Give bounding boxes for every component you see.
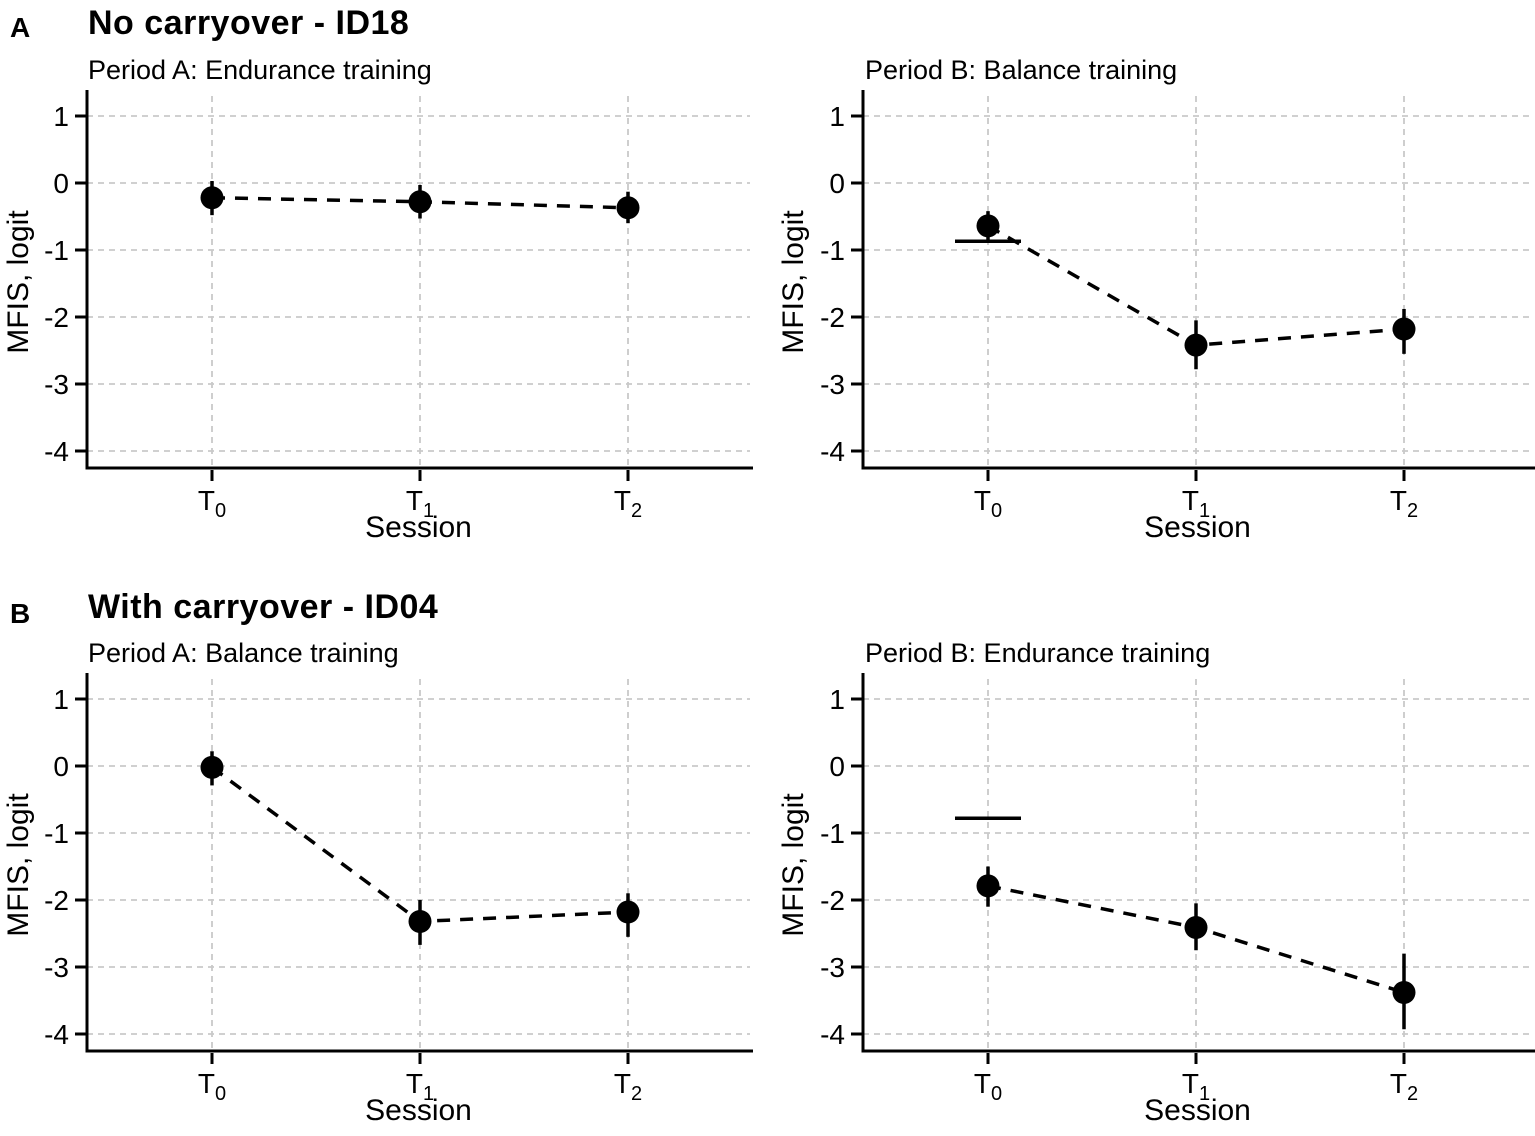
chart-subtitle-b-left: Period A: Balance training	[88, 638, 399, 668]
y-tick-label: -2	[44, 885, 69, 916]
panel-b-title: With carryover - ID04	[88, 588, 439, 626]
x-tick-label: T2	[1390, 485, 1418, 522]
y-tick-label: -1	[820, 818, 845, 849]
y-tick-label: -3	[820, 369, 845, 400]
data-point	[1184, 915, 1208, 939]
x-tick-label: T0	[198, 485, 226, 522]
x-tick-label: T0	[974, 1068, 1002, 1105]
y-tick-label: -3	[820, 952, 845, 983]
x-tick-label: T1	[406, 1068, 434, 1105]
y-tick-label: 0	[829, 168, 845, 199]
data-point	[408, 909, 432, 933]
x-tick-label: T2	[614, 485, 642, 522]
chart-subtitle-b-right: Period B: Endurance training	[865, 638, 1211, 668]
x-tick-label: T0	[974, 485, 1002, 522]
x-tick-label: T1	[1182, 1068, 1210, 1105]
chart-a-left: 1 0 -1 -2 -3 -4 T0 T1 T2 Session MFIS, logit	[2, 90, 753, 544]
y-axis-title: MFIS, logit	[777, 793, 810, 937]
y-tick-label: 0	[829, 751, 845, 782]
data-point	[200, 186, 224, 210]
y-tick-label: 1	[829, 101, 845, 132]
y-axis-title: MFIS, logit	[2, 793, 35, 937]
x-tick-label: T1	[1182, 485, 1210, 522]
x-tick-label: T2	[1390, 1068, 1418, 1105]
data-point	[408, 190, 432, 214]
data-point	[976, 214, 1000, 238]
y-tick-label: -4	[820, 436, 845, 467]
data-point	[616, 196, 640, 220]
x-axis-title: Session	[1144, 1094, 1251, 1127]
chart-subtitle-a-left: Period A: Endurance training	[88, 55, 432, 85]
y-tick-label: -4	[820, 1019, 845, 1050]
data-point	[616, 900, 640, 924]
y-tick-label: -4	[44, 436, 69, 467]
chart-b-right: 1 0 -1 -2 -3 -4 T0 T1 T2 Session MFIS, logit	[777, 673, 1535, 1127]
x-tick-label: T1	[406, 485, 434, 522]
y-tick-label: -2	[44, 302, 69, 333]
chart-a-right: 1 0 -1 -2 -3 -4 T0 T1 T2 Session MFIS, logit	[777, 90, 1535, 544]
y-tick-label: -4	[44, 1019, 69, 1050]
y-tick-label: -2	[820, 302, 845, 333]
panel-a-letter: A	[10, 12, 31, 43]
x-axis-title: Session	[365, 1094, 472, 1127]
data-point	[1392, 980, 1416, 1004]
y-tick-label: 1	[53, 684, 69, 715]
y-axis-title: MFIS, logit	[777, 210, 810, 354]
y-tick-label: -1	[44, 235, 69, 266]
chart-b-left: 1 0 -1 -2 -3 -4 T0 T1 T2 Session MFIS, logit	[2, 673, 753, 1127]
y-tick-label: 0	[53, 168, 69, 199]
data-point	[1184, 333, 1208, 357]
x-tick-label: T2	[614, 1068, 642, 1105]
y-tick-label: -3	[44, 369, 69, 400]
y-tick-label: -1	[44, 818, 69, 849]
y-tick-label: 0	[53, 751, 69, 782]
y-tick-label: -1	[820, 235, 845, 266]
y-tick-label: -2	[820, 885, 845, 916]
panel-b-letter: B	[10, 598, 31, 629]
x-tick-label: T0	[198, 1068, 226, 1105]
y-tick-label: -3	[44, 952, 69, 983]
data-point	[1392, 317, 1416, 341]
y-tick-label: 1	[53, 101, 69, 132]
data-point	[976, 874, 1000, 898]
y-tick-label: 1	[829, 684, 845, 715]
y-axis-title: MFIS, logit	[2, 210, 35, 354]
x-axis-title: Session	[365, 511, 472, 544]
panel-a-title: No carryover - ID18	[88, 4, 410, 42]
x-axis-title: Session	[1144, 511, 1251, 544]
chart-subtitle-a-right: Period B: Balance training	[865, 55, 1178, 85]
data-point	[200, 755, 224, 779]
